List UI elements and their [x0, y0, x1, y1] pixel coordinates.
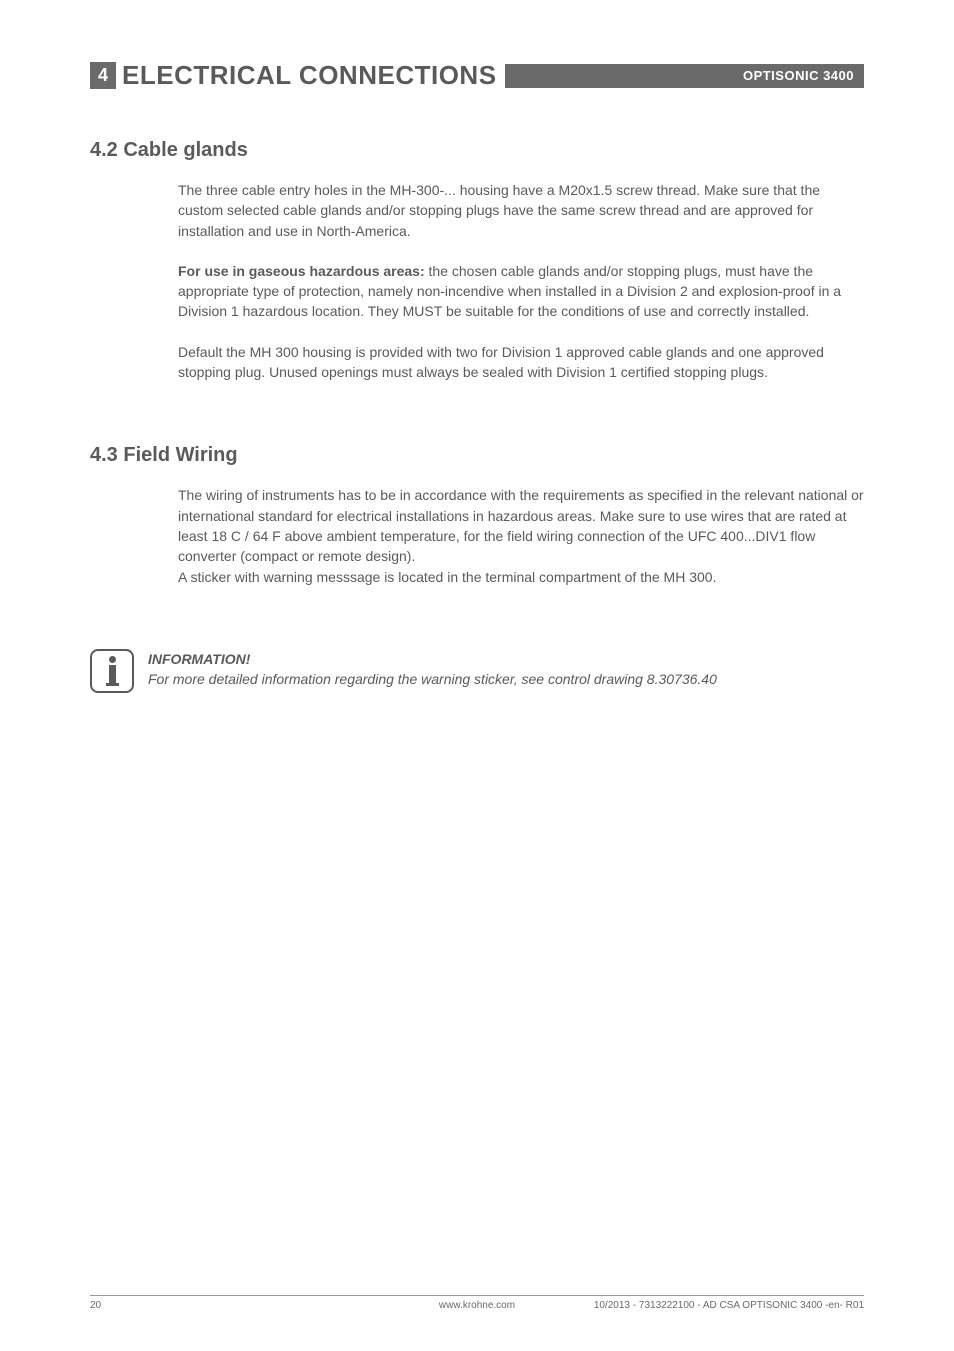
footer-url: www.krohne.com: [439, 1300, 515, 1311]
info-text: INFORMATION! For more detailed informati…: [148, 649, 717, 690]
footer-doc-info: 10/2013 - 7313222100 - AD CSA OPTISONIC …: [594, 1300, 864, 1311]
bold-lead: For use in gaseous hazardous areas:: [178, 263, 425, 279]
page-header: 4 ELECTRICAL CONNECTIONS OPTISONIC 3400: [90, 60, 864, 91]
subsection-4-3-title: 4.3 Field Wiring: [90, 444, 864, 467]
info-icon: [90, 649, 134, 693]
info-icon-stem: [109, 665, 116, 683]
page-container: 4 ELECTRICAL CONNECTIONS OPTISONIC 3400 …: [0, 0, 954, 1351]
body-paragraph: The wiring of instruments has to be in a…: [178, 485, 864, 566]
info-icon-dot: [109, 656, 116, 663]
body-paragraph: For use in gaseous hazardous areas: the …: [178, 261, 864, 322]
page-footer: 20 www.krohne.com 10/2013 - 7313222100 -…: [90, 1295, 864, 1311]
section-number-badge: 4: [90, 62, 116, 89]
section-title: ELECTRICAL CONNECTIONS: [122, 60, 497, 91]
footer-page-number: 20: [90, 1300, 101, 1311]
info-body: For more detailed information regarding …: [148, 669, 717, 689]
subsection-4-3-body: The wiring of instruments has to be in a…: [178, 485, 864, 586]
information-callout: INFORMATION! For more detailed informati…: [90, 649, 864, 693]
body-paragraph: A sticker with warning messsage is locat…: [178, 567, 864, 587]
subsection-4-2-title: 4.2 Cable glands: [90, 139, 864, 162]
subsection-4-2-body: The three cable entry holes in the MH-30…: [178, 180, 864, 382]
product-bar: OPTISONIC 3400: [505, 64, 864, 88]
info-heading: INFORMATION!: [148, 649, 717, 669]
info-icon-base: [106, 683, 119, 686]
body-paragraph: The three cable entry holes in the MH-30…: [178, 180, 864, 241]
body-paragraph: Default the MH 300 housing is provided w…: [178, 342, 864, 383]
